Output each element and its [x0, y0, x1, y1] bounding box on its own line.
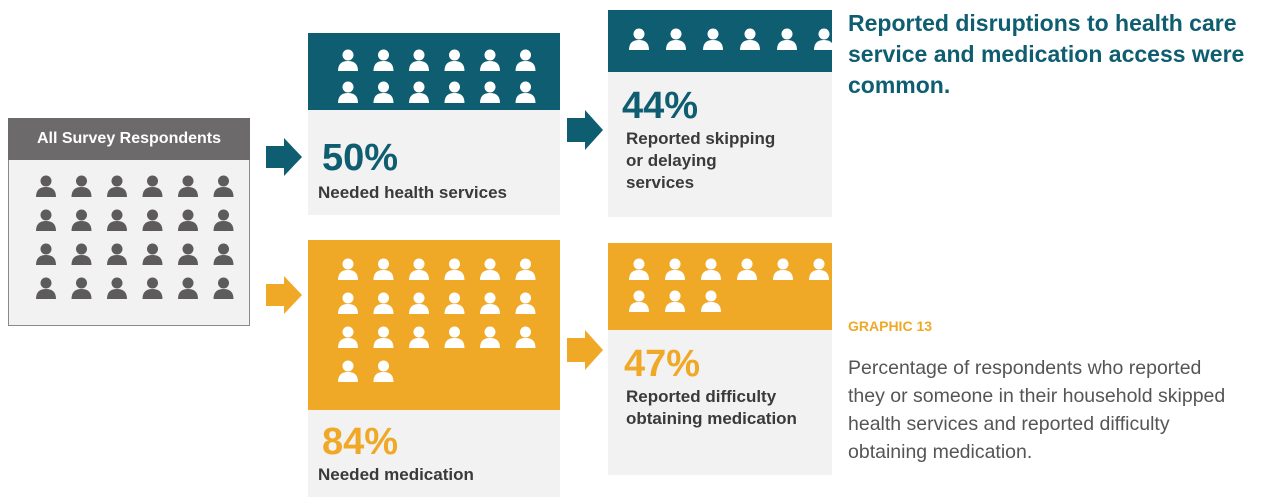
box-label: Needed medication: [318, 465, 474, 484]
percent: 84%: [322, 421, 399, 463]
teal-box: [608, 10, 832, 72]
box-label: Reported difficulty obtaining medication: [626, 387, 797, 428]
percent: 44%: [622, 85, 699, 127]
arrow: [567, 330, 603, 370]
title: Reported disruptions to health care serv…: [848, 10, 1245, 98]
panel: [608, 72, 832, 217]
panel: [308, 110, 560, 215]
orange-box: [608, 243, 832, 330]
panel: [308, 410, 560, 497]
description: Percentage of respondents who reported t…: [848, 357, 1226, 463]
teal-box: [308, 33, 560, 110]
box-label: Needed health services: [318, 183, 507, 202]
arrow: [567, 110, 603, 150]
graphic-label: GRAPHIC 13: [848, 318, 933, 334]
percent: 47%: [624, 343, 701, 385]
percent: 50%: [322, 137, 399, 179]
arrow: [266, 138, 302, 176]
panel: [608, 330, 832, 475]
box-label: Reported skipping or delaying services: [626, 129, 776, 192]
orange-box: [308, 240, 560, 410]
arrow: [266, 276, 302, 314]
respondents-header: All Survey Respondents: [8, 118, 250, 160]
